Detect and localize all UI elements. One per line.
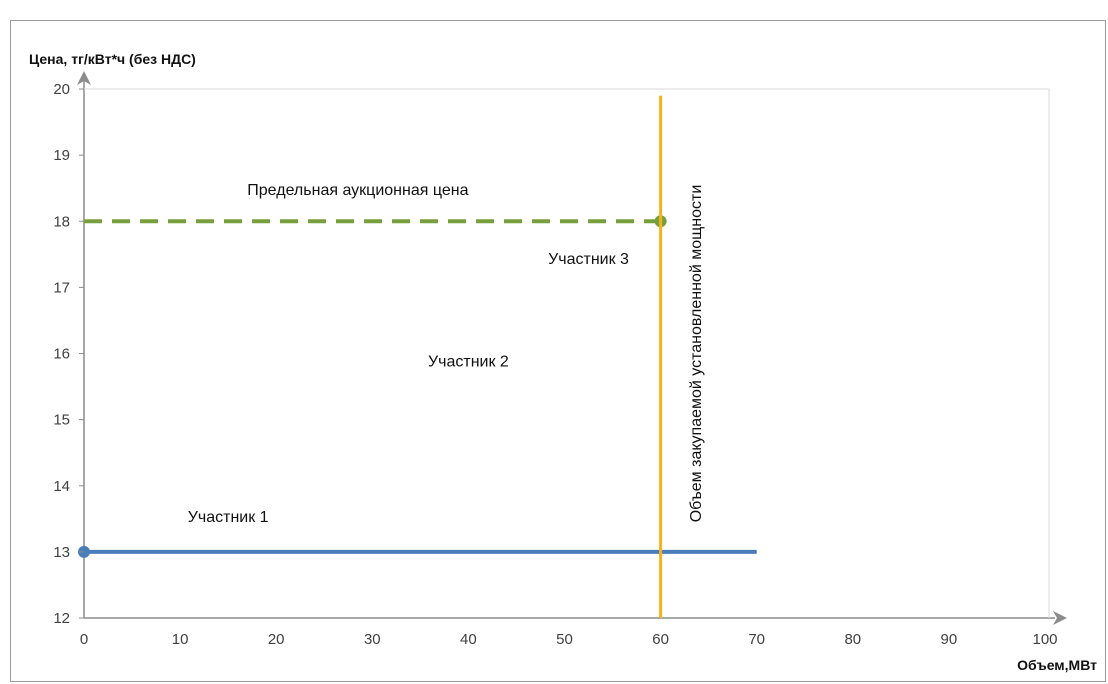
y-tick-label: 20 bbox=[53, 81, 70, 98]
plot-area bbox=[84, 88, 1050, 618]
tick-labels: 0 10 20 30 40 50 60 70 80 90 100 12 13 14 15 16 17 18 19 20 bbox=[53, 81, 1057, 648]
x-tick-label: 40 bbox=[460, 631, 477, 648]
y-tick-label: 12 bbox=[53, 610, 70, 627]
y-tick-label: 17 bbox=[53, 279, 70, 296]
x-tick-label: 90 bbox=[941, 631, 958, 648]
annotation-label: Участник 2 bbox=[428, 354, 509, 371]
price-volume-chart: 0 10 20 30 40 50 60 70 80 90 100 12 13 14 15 16 17 18 19 20… bbox=[29, 51, 1097, 673]
x-tick-label: 30 bbox=[364, 631, 381, 648]
annotation-label: Объем закупаемой установленной мощности bbox=[688, 185, 705, 523]
annotations: Предельная аукционная цена Участник 1 Учас… bbox=[188, 182, 705, 526]
annotation-label: Предельная аукционная цена bbox=[247, 182, 468, 199]
chart-frame: 0 10 20 30 40 50 60 70 80 90 100 12 13 14 15 16 17 18 19 20… bbox=[10, 20, 1106, 682]
x-tick-label: 50 bbox=[556, 631, 573, 648]
axes bbox=[77, 71, 1067, 625]
y-tick-label: 13 bbox=[53, 544, 70, 561]
x-tick-label: 70 bbox=[748, 631, 765, 648]
y-tick-label: 16 bbox=[53, 346, 70, 363]
y-axis-title: Цена, тг/кВт*ч (без НДС) bbox=[29, 51, 196, 67]
series-layer bbox=[78, 95, 757, 618]
x-tick-label: 100 bbox=[1032, 631, 1057, 648]
annotation-label: Участник 1 bbox=[188, 509, 269, 526]
x-tick-label: 60 bbox=[652, 631, 669, 648]
x-tick-label: 0 bbox=[80, 631, 88, 648]
x-axis-arrow bbox=[1053, 611, 1067, 625]
y-axis-arrow bbox=[77, 71, 91, 85]
y-tick-label: 15 bbox=[53, 412, 70, 429]
x-tick-label: 80 bbox=[844, 631, 861, 648]
y-tick-label: 18 bbox=[53, 213, 70, 230]
y-tick-label: 14 bbox=[53, 478, 70, 495]
annotation-label: Участник 3 bbox=[548, 251, 629, 268]
x-axis-title: Объем,МВт bbox=[1017, 657, 1097, 673]
x-tick-label: 20 bbox=[268, 631, 285, 648]
x-tick-label: 10 bbox=[172, 631, 189, 648]
y-tick-label: 19 bbox=[53, 147, 70, 164]
